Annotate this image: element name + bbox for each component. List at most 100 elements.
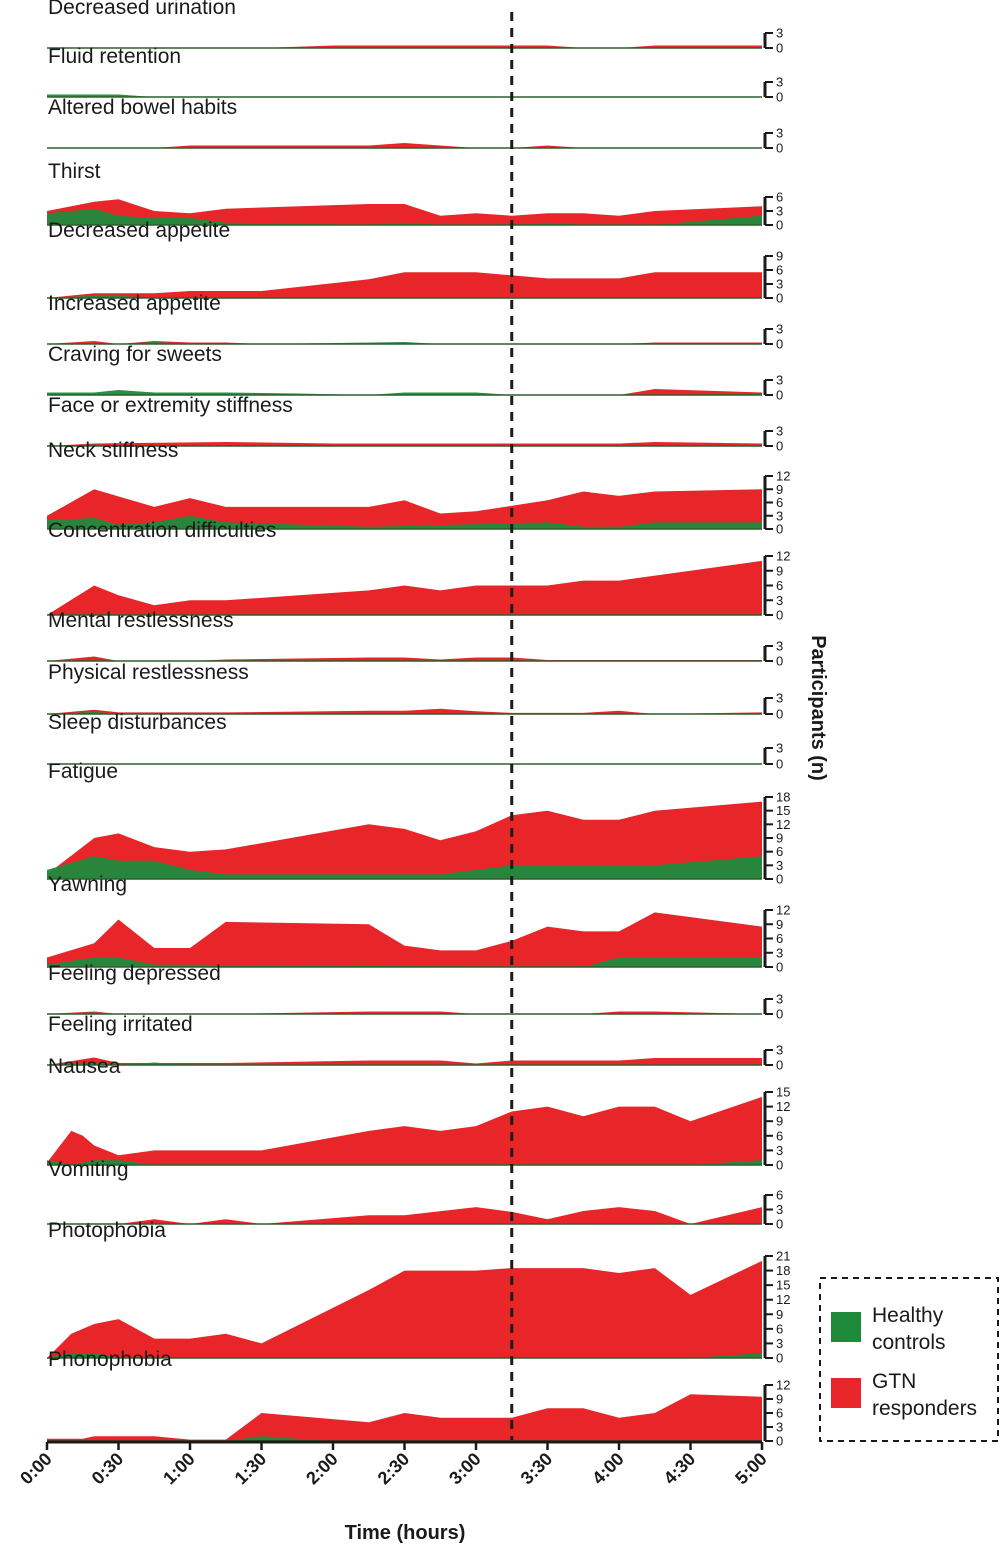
y-tick-label: 0 — [776, 1217, 783, 1232]
panel-title: Sleep disturbances — [48, 711, 227, 734]
panel-title: Physical restlessness — [48, 661, 249, 684]
gtn-responders-area — [47, 1096, 762, 1165]
y-tick-label: 0 — [776, 960, 783, 975]
y-tick-label: 15 — [776, 803, 790, 818]
y-tick-label: 9 — [776, 1392, 783, 1407]
y-tick-label: 3 — [776, 1043, 783, 1058]
y-tick-label: 0 — [776, 707, 783, 722]
y-tick-label: 6 — [776, 1321, 783, 1336]
panel-title: Altered bowel habits — [48, 96, 237, 119]
x-tick-label: 3:00 — [445, 1449, 485, 1489]
y-tick-label: 0 — [776, 654, 783, 669]
panel-fluid-retention: Fluid retention 03 — [47, 45, 783, 105]
healthy-controls-area — [47, 342, 762, 344]
y-tick-label: 12 — [776, 469, 790, 484]
y-tick-label: 3 — [776, 373, 783, 388]
y-tick-label: 3 — [776, 126, 783, 141]
y-tick-label: 3 — [776, 858, 783, 873]
y-tick-label: 6 — [776, 1128, 783, 1143]
gtn-responders-area — [47, 1207, 762, 1224]
y-tick-label: 12 — [776, 1292, 790, 1307]
y-tick-label: 0 — [776, 1434, 783, 1449]
y-tick-label: 3 — [776, 322, 783, 337]
y-tick-label: 0 — [776, 388, 783, 403]
y-tick-label: 3 — [776, 424, 783, 439]
y-tick-label: 0 — [776, 1007, 783, 1022]
gtn-responders-area — [47, 560, 762, 615]
healthy-controls-area — [47, 856, 762, 879]
y-tick-label: 6 — [776, 263, 783, 278]
legend-label: controls — [872, 1331, 946, 1354]
x-tick-label: 2:00 — [302, 1449, 342, 1489]
y-tick-label: 12 — [776, 1099, 790, 1114]
gtn-responders-area — [47, 1260, 762, 1358]
x-tick-label: 0:00 — [16, 1449, 56, 1489]
x-tick-label: 1:30 — [231, 1449, 271, 1489]
panel-title: Concentration difficulties — [48, 519, 276, 542]
y-tick-label: 15 — [776, 1085, 790, 1100]
x-tick-label: 2:30 — [374, 1449, 414, 1489]
x-tick-label: 5:00 — [731, 1449, 771, 1489]
y-tick-label: 3 — [776, 75, 783, 90]
y-tick-label: 18 — [776, 790, 790, 805]
y-tick-label: 9 — [776, 1307, 783, 1322]
y-tick-label: 18 — [776, 1263, 790, 1278]
y-tick-label: 0 — [776, 522, 783, 537]
y-tick-label: 9 — [776, 482, 783, 497]
gtn-responders-area — [47, 801, 762, 879]
gtn-responders-area — [47, 489, 762, 529]
gtn-responders-area — [47, 1011, 762, 1014]
y-tick-label: 0 — [776, 872, 783, 887]
panel-title: Thirst — [48, 160, 101, 183]
y-tick-label: 0 — [776, 1058, 783, 1073]
y-tick-label: 6 — [776, 1406, 783, 1421]
panel-title: Face or extremity stiffness — [48, 394, 293, 417]
healthy-controls-area — [47, 957, 762, 967]
y-tick-label: 3 — [776, 945, 783, 960]
y-tick-label: 3 — [776, 691, 783, 706]
y-tick-label: 12 — [776, 903, 790, 918]
y-tick-label: 0 — [776, 141, 783, 156]
y-tick-label: 0 — [776, 291, 783, 306]
y-tick-label: 0 — [776, 439, 783, 454]
panel-sleep-disturbances: Sleep disturbances 03 — [47, 711, 783, 772]
y-tick-label: 3 — [776, 277, 783, 292]
panel-title: Nausea — [48, 1055, 121, 1078]
y-tick-label: 0 — [776, 1158, 783, 1173]
y-tick-label: 9 — [776, 1114, 783, 1129]
panel-face-or-extremity-stiffness: Face or extremity stiffness 03 — [47, 394, 783, 454]
y-tick-label: 6 — [776, 190, 783, 205]
y-tick-label: 12 — [776, 549, 790, 564]
healthy-controls-area — [47, 390, 762, 395]
y-axis-title: Participants (n) — [807, 635, 829, 781]
panel-title: Decreased appetite — [48, 219, 230, 242]
legend-label: Healthy — [872, 1304, 944, 1327]
panel-thirst: Thirst 036 — [47, 160, 783, 233]
y-tick-label: 3 — [776, 26, 783, 41]
y-tick-label: 3 — [776, 639, 783, 654]
y-tick-label: 9 — [776, 563, 783, 578]
y-tick-label: 0 — [776, 757, 783, 772]
panel-feeling-irritated: Feeling irritated 03 — [47, 1013, 783, 1073]
panel-title: Neck stiffness — [48, 439, 178, 462]
gtn-responders-area — [47, 1394, 762, 1441]
legend: Healthy controls GTN responders — [819, 1277, 999, 1442]
x-axis: 0:00 0:30 1:00 1:30 2:00 2:30 3:00 3:30 4:00 4:30… — [16, 1440, 771, 1489]
legend-label: responders — [872, 1397, 977, 1420]
y-tick-label: 0 — [776, 90, 783, 105]
y-tick-label: 0 — [776, 41, 783, 56]
gtn-responders-area — [47, 272, 762, 298]
healthy-controls-area — [47, 208, 762, 225]
gtn-responders-area — [47, 45, 762, 48]
gtn-responders-area — [47, 912, 762, 967]
legend-label: GTN — [872, 1370, 916, 1393]
panel-title: Decreased urination — [48, 0, 236, 19]
